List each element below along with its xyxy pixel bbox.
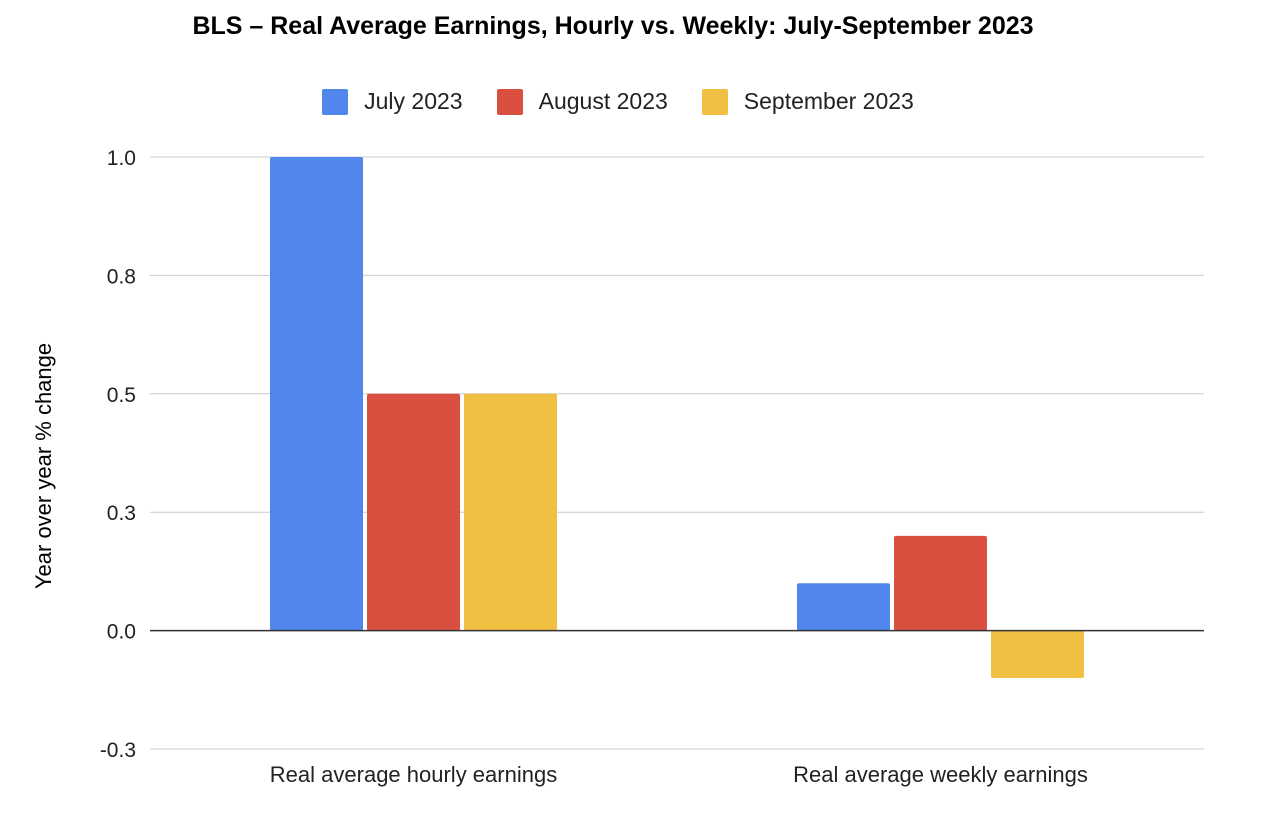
legend-item-august: August 2023 <box>496 88 668 115</box>
bar <box>464 393 557 631</box>
bar <box>991 630 1084 678</box>
y-tick-label: 0.3 <box>107 502 136 525</box>
y-tick-label: 0.5 <box>107 384 136 407</box>
bar <box>270 157 363 631</box>
bar <box>367 393 460 631</box>
x-tick-label: Real average weekly earnings <box>793 762 1088 787</box>
chart-legend: July 2023 August 2023 September 2023 <box>0 88 1236 115</box>
chart-title: BLS – Real Average Earnings, Hourly vs. … <box>192 12 1034 40</box>
legend-label-july: July 2023 <box>364 88 463 114</box>
x-tick-label: Real average hourly earnings <box>270 762 557 787</box>
legend-item-september: September 2023 <box>701 88 914 115</box>
legend-label-september: September 2023 <box>743 88 914 114</box>
y-tick-label: -0.3 <box>100 739 136 762</box>
y-tick-label: 0.0 <box>107 621 136 644</box>
bar <box>894 535 987 631</box>
bar <box>797 583 890 631</box>
legend-swatch-september <box>701 88 728 115</box>
y-tick-label: 1.0 <box>107 147 136 170</box>
legend-swatch-august <box>496 88 523 115</box>
legend-item-july: July 2023 <box>322 88 463 115</box>
y-tick-label: 0.8 <box>107 265 136 288</box>
legend-label-august: August 2023 <box>538 88 668 114</box>
legend-swatch-july <box>322 88 349 115</box>
